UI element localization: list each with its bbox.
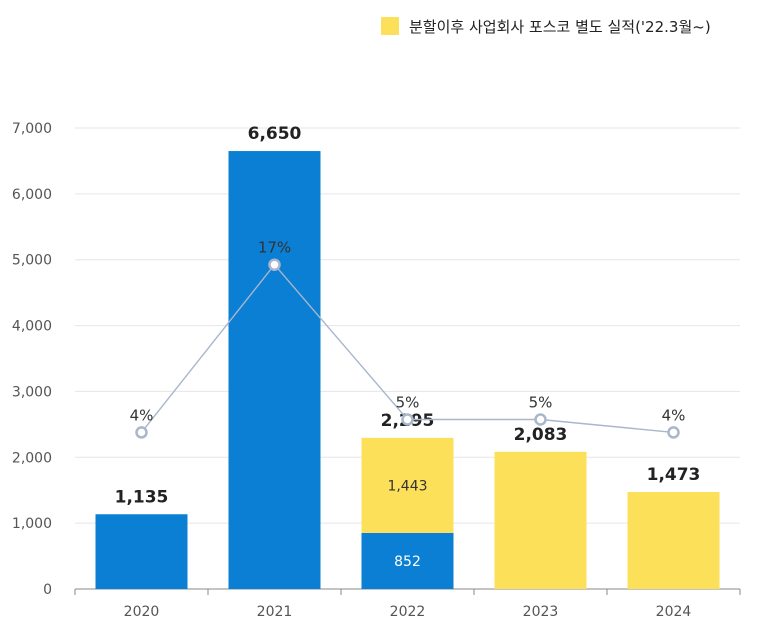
bar-2023-series1 <box>494 451 587 589</box>
bar-2020-series0 <box>95 514 188 589</box>
x-tick-label: 2024 <box>656 604 692 620</box>
percent-label: 5% <box>396 394 420 412</box>
segment-label: 852 <box>394 554 421 570</box>
percent-point <box>135 426 148 439</box>
bar-2022-series0 <box>361 532 454 589</box>
x-tick-label: 2020 <box>124 604 160 620</box>
percent-point <box>401 413 414 426</box>
bar-2022-series1 <box>361 437 454 533</box>
y-tick-label: 6,000 <box>12 187 52 203</box>
total-label: 1,473 <box>647 465 701 485</box>
x-tick-label: 2023 <box>523 604 559 620</box>
total-label: 1,135 <box>115 487 169 507</box>
y-tick-label: 2,000 <box>12 450 52 466</box>
segment-label: 1,443 <box>387 478 427 494</box>
percent-point <box>268 258 281 271</box>
legend-swatch <box>381 17 399 35</box>
bar-2021-series0 <box>228 151 321 590</box>
percent-label: 5% <box>529 394 553 412</box>
x-tick-label: 2022 <box>390 604 426 620</box>
y-tick-label: 3,000 <box>12 384 52 400</box>
y-tick-label: 7,000 <box>12 121 52 137</box>
percent-label: 4% <box>130 406 154 424</box>
total-label: 2,083 <box>514 425 568 445</box>
bar-2024-series1 <box>627 491 720 589</box>
y-tick-label: 0 <box>43 582 52 598</box>
percent-point <box>534 413 547 426</box>
legend-label: 분할이후 사업회사 포스코 별도 실적('22.3월~) <box>409 18 711 36</box>
percent-point <box>667 426 680 439</box>
percent-label: 4% <box>662 406 686 424</box>
percent-label: 17% <box>258 239 291 257</box>
total-label: 6,650 <box>248 124 302 144</box>
y-tick-label: 5,000 <box>12 253 52 269</box>
y-tick-label: 1,000 <box>12 516 52 532</box>
x-tick-label: 2021 <box>257 604 293 620</box>
y-tick-label: 4,000 <box>12 319 52 335</box>
